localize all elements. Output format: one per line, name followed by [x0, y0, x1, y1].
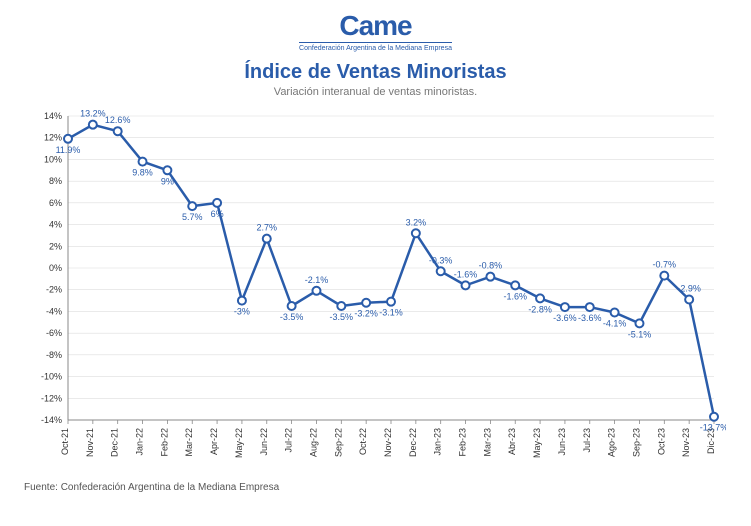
- svg-text:May-22: May-22: [233, 428, 243, 458]
- svg-text:Feb-22: Feb-22: [159, 428, 169, 457]
- svg-text:Oct-23: Oct-23: [656, 428, 666, 455]
- svg-text:-4.1%: -4.1%: [602, 319, 626, 329]
- svg-text:Aug-22: Aug-22: [308, 428, 318, 457]
- svg-text:12.6%: 12.6%: [104, 115, 130, 125]
- svg-text:-2.9%: -2.9%: [677, 283, 701, 293]
- svg-text:-3.5%: -3.5%: [279, 312, 303, 322]
- svg-text:May-23: May-23: [532, 428, 542, 458]
- svg-text:12%: 12%: [43, 133, 61, 143]
- svg-text:Jul-23: Jul-23: [581, 428, 591, 453]
- svg-text:11.9%: 11.9%: [55, 145, 80, 155]
- line-chart: -14% -12% -10% -8% -6% -4% -2% 0% 2% 4% 6% 8% 10% 12%…: [26, 106, 726, 476]
- svg-text:-8%: -8%: [45, 350, 61, 360]
- svg-text:-12%: -12%: [40, 393, 61, 403]
- svg-text:Jun-22: Jun-22: [258, 428, 268, 456]
- svg-text:Jun-23: Jun-23: [556, 428, 566, 456]
- chart-subtitle: Variación interanual de ventas minorista…: [16, 86, 735, 98]
- svg-text:9%: 9%: [160, 176, 173, 186]
- svg-text:Mar-23: Mar-23: [482, 428, 492, 457]
- svg-text:-3.5%: -3.5%: [329, 312, 353, 322]
- svg-text:6%: 6%: [210, 209, 223, 219]
- svg-text:5.7%: 5.7%: [181, 212, 202, 222]
- svg-text:Apr-22: Apr-22: [209, 428, 219, 455]
- svg-text:-2.1%: -2.1%: [304, 275, 328, 285]
- logo-tagline: Confederación Argentina de la Mediana Em…: [299, 42, 452, 52]
- svg-text:-6%: -6%: [45, 328, 61, 338]
- svg-text:2.7%: 2.7%: [256, 223, 277, 233]
- svg-text:14%: 14%: [43, 111, 61, 121]
- svg-text:-4%: -4%: [45, 306, 61, 316]
- svg-text:-3%: -3%: [233, 307, 249, 317]
- logo-text: Came: [299, 12, 452, 40]
- svg-text:Jul-22: Jul-22: [283, 428, 293, 453]
- svg-text:2%: 2%: [48, 241, 61, 251]
- svg-text:Dec-22: Dec-22: [407, 428, 417, 457]
- svg-text:Oct-22: Oct-22: [358, 428, 368, 455]
- svg-text:Mar-22: Mar-22: [184, 428, 194, 457]
- svg-text:0%: 0%: [48, 263, 61, 273]
- svg-text:Nov-21: Nov-21: [84, 428, 94, 457]
- svg-text:10%: 10%: [43, 154, 61, 164]
- svg-text:8%: 8%: [48, 176, 61, 186]
- svg-text:-0.3%: -0.3%: [428, 255, 452, 265]
- chart-title: Índice de Ventas Minoristas: [16, 61, 735, 84]
- svg-text:-5.1%: -5.1%: [627, 329, 651, 339]
- svg-text:Dec-21: Dec-21: [109, 428, 119, 457]
- svg-text:4%: 4%: [48, 220, 61, 230]
- came-logo: Came Confederación Argentina de la Media…: [16, 12, 735, 55]
- svg-text:-3.2%: -3.2%: [354, 309, 378, 319]
- svg-text:-14%: -14%: [40, 415, 61, 425]
- svg-text:Jan-23: Jan-23: [432, 428, 442, 456]
- svg-text:9.8%: 9.8%: [132, 168, 153, 178]
- chart-source: Fuente: Confederación Argentina de la Me…: [16, 482, 735, 493]
- svg-text:-3.6%: -3.6%: [553, 313, 577, 323]
- svg-text:3.2%: 3.2%: [405, 217, 426, 227]
- svg-text:Sep-23: Sep-23: [631, 428, 641, 457]
- svg-text:-10%: -10%: [40, 372, 61, 382]
- svg-text:-0.7%: -0.7%: [652, 260, 676, 270]
- svg-text:Sep-22: Sep-22: [333, 428, 343, 457]
- svg-text:Ago-23: Ago-23: [606, 428, 616, 457]
- svg-text:6%: 6%: [48, 198, 61, 208]
- svg-text:-3.1%: -3.1%: [379, 308, 403, 318]
- svg-text:-0.8%: -0.8%: [478, 261, 502, 271]
- svg-text:Jan-22: Jan-22: [134, 428, 144, 456]
- svg-text:Oct-21: Oct-21: [60, 428, 70, 455]
- svg-text:13.2%: 13.2%: [80, 109, 106, 119]
- svg-text:Abr-23: Abr-23: [507, 428, 517, 455]
- svg-text:Nov-23: Nov-23: [681, 428, 691, 457]
- svg-text:-1.6%: -1.6%: [453, 269, 477, 279]
- svg-text:-1.6%: -1.6%: [503, 291, 527, 301]
- svg-text:Nov-22: Nov-22: [383, 428, 393, 457]
- svg-text:-2.8%: -2.8%: [528, 304, 552, 314]
- svg-text:-2%: -2%: [45, 285, 61, 295]
- svg-text:-3.6%: -3.6%: [578, 313, 602, 323]
- svg-text:-13.7%: -13.7%: [699, 423, 725, 433]
- svg-text:Feb-23: Feb-23: [457, 428, 467, 457]
